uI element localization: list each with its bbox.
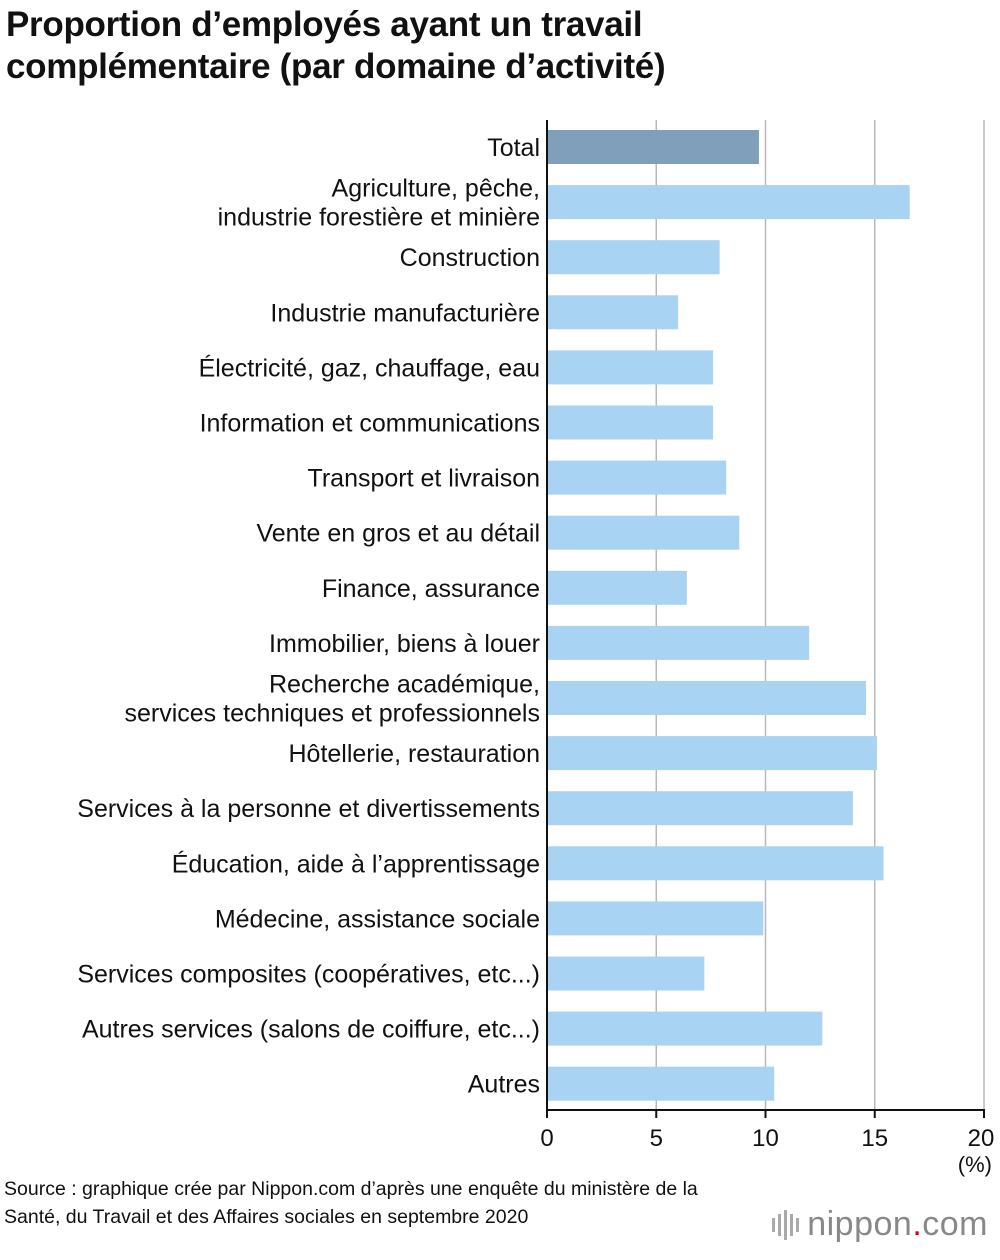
logo-dot: . (912, 1205, 923, 1243)
category-label: services techniques et professionnels (124, 700, 540, 728)
bar (547, 460, 727, 495)
nippon-logo: nippon. com (772, 1205, 988, 1244)
category-label: Éducation, aide à l’apprentissage (172, 849, 540, 878)
x-tick-label: 15 (861, 1125, 888, 1152)
category-label: Recherche académique, (269, 671, 540, 699)
bar (547, 570, 687, 605)
bar (547, 736, 877, 771)
title-line-1: Proportion d’employés ayant un travail (6, 5, 643, 44)
x-tick-label: 5 (650, 1125, 663, 1152)
bar (547, 515, 740, 550)
bar (547, 350, 714, 385)
chart-title: Proportion d’employés ayant un travail c… (6, 4, 986, 88)
logo-suffix: com (922, 1205, 988, 1243)
bar (547, 240, 720, 275)
x-unit-label: (%) (958, 1152, 992, 1177)
category-label: Information et communications (200, 410, 540, 438)
logo-name: nippon (807, 1205, 913, 1243)
category-label: Vente en gros et au détail (256, 520, 540, 548)
x-tick-label: 0 (540, 1125, 553, 1152)
category-label: Électricité, gaz, chauffage, eau (199, 353, 540, 382)
category-label: Total (487, 134, 540, 162)
x-tick-label: 20 (968, 1125, 995, 1152)
bar-chart: Total Agriculture, pêche,industrie forest… (77, 120, 995, 1177)
bar (547, 405, 714, 440)
title-line-2: complémentaire (par domaine d’activité) (6, 47, 666, 86)
bar (547, 185, 910, 220)
category-label: Construction (400, 244, 540, 272)
bar (547, 846, 884, 881)
category-label: Transport et livraison (308, 465, 541, 493)
bar (547, 1066, 775, 1101)
category-label: Immobilier, biens à louer (269, 630, 540, 658)
x-tick-label: 10 (752, 1125, 779, 1152)
category-label: Agriculture, pêche, (332, 175, 540, 203)
bar (547, 295, 679, 330)
category-label: industrie forestière et minière (218, 204, 540, 232)
bar (547, 130, 759, 164)
category-label: Services à la personne et divertissement… (77, 795, 540, 823)
bar (547, 901, 764, 936)
bar (547, 956, 705, 991)
category-label: Autres services (salons de coiffure, etc… (82, 1016, 540, 1044)
bar (547, 791, 853, 826)
source-note: Source : graphique crée par Nippon.com d… (4, 1178, 698, 1228)
bar (547, 1011, 823, 1046)
category-label: Autres (468, 1071, 540, 1099)
bar (547, 681, 867, 715)
category-label: Hôtellerie, restauration (288, 740, 540, 768)
category-label: Industrie manufacturière (270, 299, 540, 327)
bar (547, 625, 810, 660)
category-label: Médecine, assistance sociale (215, 905, 540, 933)
category-label: Services composites (coopératives, etc..… (77, 961, 540, 989)
category-label: Finance, assurance (322, 575, 540, 603)
logo-mark-icon (772, 1209, 800, 1240)
